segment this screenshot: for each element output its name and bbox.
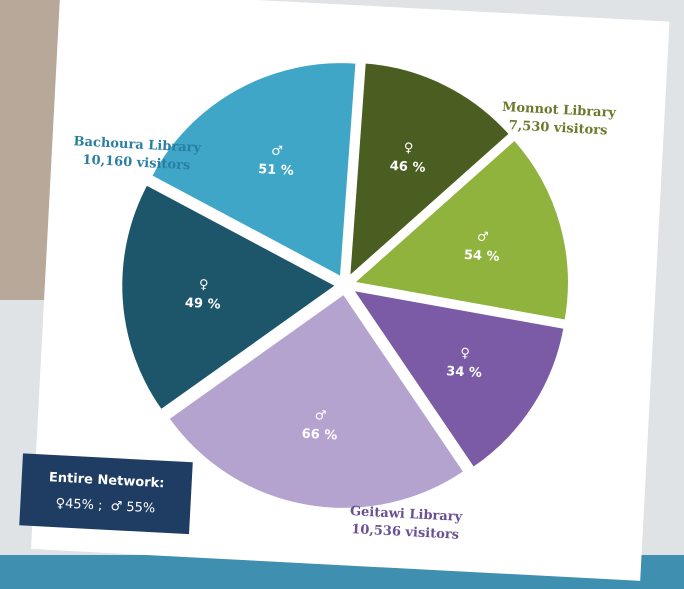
slice-symbol: ♀	[460, 346, 470, 361]
slice-symbol: ♂	[314, 408, 326, 424]
network-female: ♀45% ;	[55, 496, 103, 513]
slice-symbol: ♀	[199, 277, 209, 292]
slice-symbol: ♂	[271, 144, 283, 160]
slice-symbol: ♂	[476, 230, 488, 246]
network-box	[19, 453, 193, 534]
slice-label: 51 %	[258, 162, 294, 179]
slice-label: 34 %	[446, 364, 482, 381]
slice-label: 49 %	[185, 296, 221, 313]
slice-label: 46 %	[389, 159, 425, 176]
slice-symbol: ♀	[403, 141, 413, 156]
slice-label: 54 %	[464, 248, 500, 265]
network-male: ♂ 55%	[110, 499, 155, 516]
screenshot: ♀46 %♂54 %Monnot Library7,530 visitors♀3…	[0, 0, 684, 589]
slice-label: 66 %	[301, 427, 337, 444]
